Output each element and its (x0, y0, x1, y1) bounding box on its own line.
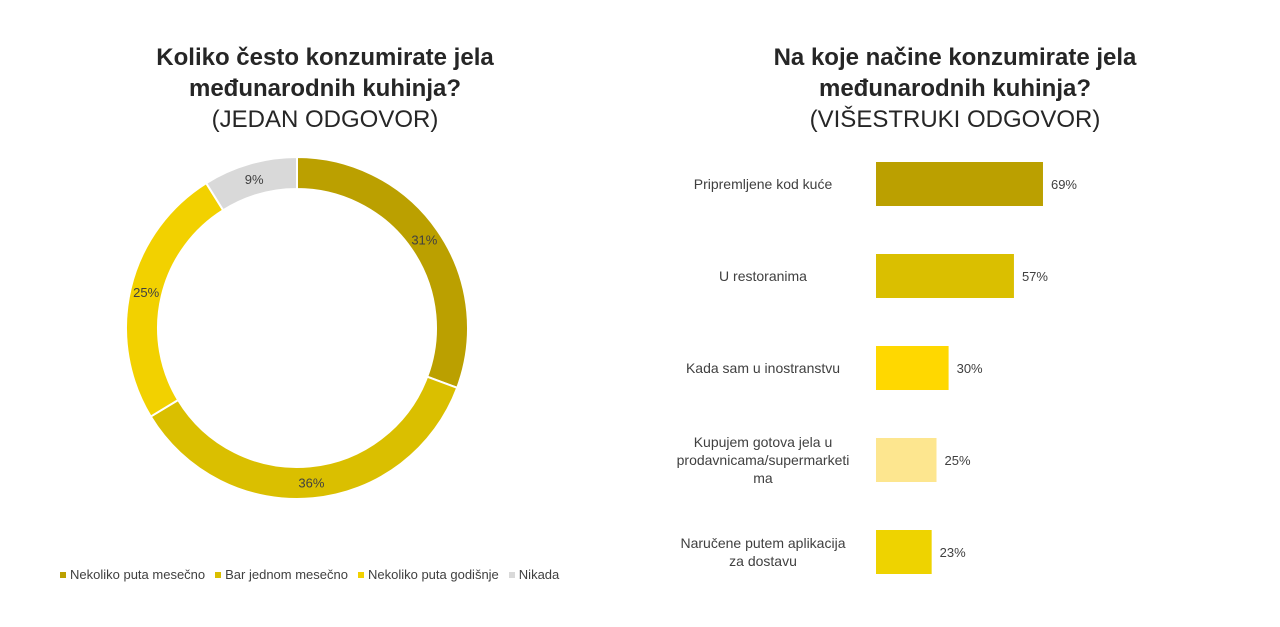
donut-slice (296, 155, 469, 390)
legend-label: Bar jednom mesečno (225, 567, 348, 582)
legend-item: Bar jednom mesečno (215, 567, 348, 582)
bar-value-label: 57% (1022, 269, 1048, 284)
bar-subtitle: (VIŠESTRUKI ODGOVOR) (809, 106, 1101, 133)
bar-category-label: Pripremljene kod kuće (658, 175, 868, 193)
bar-category-line: Pripremljene kod kuće (693, 176, 833, 192)
bar (876, 254, 1014, 298)
bar-category-line: Kupujem gotova jela u (693, 434, 833, 450)
bar-chart-title: Na koje načine konzumirate jela međunaro… (700, 42, 1210, 135)
bar (876, 438, 937, 482)
legend-label: Nekoliko puta mesečno (70, 567, 206, 582)
bar-category-label: Kupujem gotova jela u prodavnicama/superm… (658, 433, 868, 487)
bar-value-label: 69% (1051, 177, 1077, 192)
bar-category-line: ma (753, 470, 773, 486)
bar-value-label: 30% (957, 361, 983, 376)
donut-chart-title: Koliko često konzumirate jela međunarodn… (100, 42, 550, 135)
donut-subtitle: (JEDAN ODGOVOR) (211, 106, 439, 133)
donut-slice (204, 155, 298, 212)
legend-item: Nikada (508, 567, 560, 582)
bar-category-label: Kada sam u inostranstvu (658, 359, 868, 377)
bar (876, 530, 932, 574)
legend-item: Nekoliko puta mesečno (60, 567, 205, 582)
bar (876, 162, 1043, 206)
donut-slice-label: 25% (133, 285, 159, 300)
legend-label: Nikada (518, 567, 560, 582)
donut-title-text: Koliko često konzumirate jela međunarodn… (156, 44, 494, 102)
donut-slice-label: 31% (411, 233, 437, 248)
bar-category-label: Naručene putem aplikacija za dostavu (658, 534, 868, 570)
bar-value-label: 23% (940, 545, 966, 560)
bar (876, 346, 949, 390)
bar-category-line: za dostavu (729, 553, 797, 569)
legend-swatch (215, 571, 222, 578)
donut-slice-label: 9% (245, 172, 264, 187)
bar-category-line: U restoranima (719, 268, 807, 284)
donut-slice-label: 36% (298, 475, 324, 490)
legend-swatch (357, 571, 364, 578)
bar-category-line: prodavnicama/supermarketi (676, 452, 850, 468)
legend-item: Nekoliko puta godišnje (357, 567, 499, 582)
donut-legend: Nekoliko puta mesečno Bar jednom mesečno N… (60, 567, 559, 582)
bar-title-text: Na koje načine konzumirate jela međunaro… (773, 44, 1137, 102)
bar-category-line: Kada sam u inostranstvu (685, 360, 841, 376)
bar-category-line: Naručene putem aplikacija (680, 535, 846, 551)
bar-category-label: U restoranima (658, 267, 868, 285)
legend-swatch (508, 571, 515, 578)
legend-swatch (60, 571, 66, 578)
bar-value-label: 25% (945, 453, 971, 468)
legend-label: Nekoliko puta godišnje (367, 567, 499, 582)
